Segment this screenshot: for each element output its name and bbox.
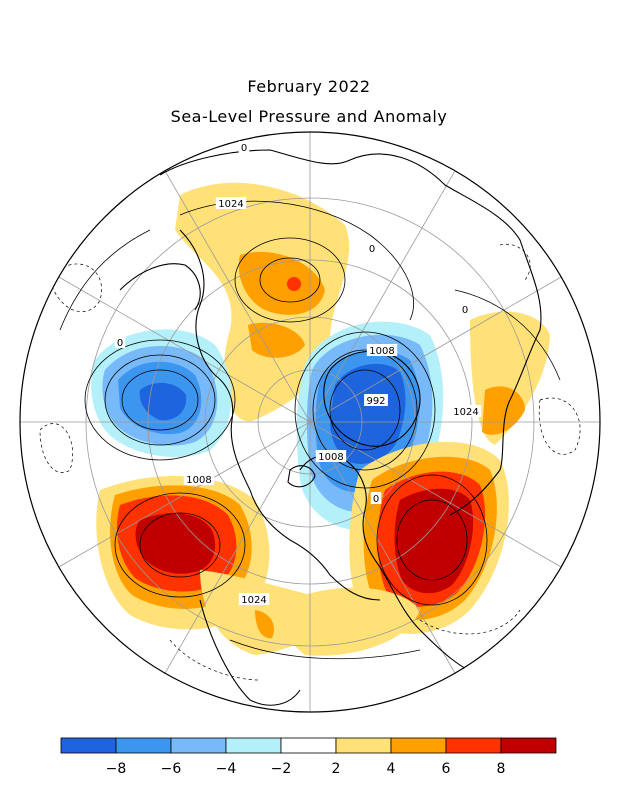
contour-label-background — [183, 473, 215, 485]
legend-swatch — [115, 737, 172, 754]
legend-tick-label: −2 — [271, 761, 292, 777]
contour-label: 1008 — [186, 475, 211, 486]
contour-label-background — [366, 242, 378, 254]
contour-label: 1008 — [318, 452, 343, 463]
arctic-islands — [287, 465, 316, 488]
contour-label-background — [459, 303, 471, 315]
europe-coast — [249, 489, 381, 601]
legend-tick-label: −8 — [106, 761, 127, 777]
contour-label: 1008 — [369, 346, 394, 357]
contour-label-background — [364, 394, 388, 406]
legend-tick-label: 8 — [497, 761, 506, 777]
contour-label-group: 1024 0 0 1008 992 1008 1024 1008 1024 0 0 0 — [114, 141, 482, 606]
map-title: February 2022 — [247, 77, 371, 96]
anomaly-positive-asia-peak — [135, 513, 216, 574]
contour-label-background — [370, 492, 382, 504]
legend-tick-label: −4 — [216, 761, 237, 777]
contour-label: 0 — [369, 244, 375, 255]
contour-label-background — [114, 336, 126, 348]
meridian-line — [309, 170, 456, 423]
contour-label-background — [238, 593, 270, 605]
pressure-contours-dashed — [39, 243, 581, 681]
anomaly-positive-america-peak — [394, 488, 474, 594]
meridian-line — [309, 276, 562, 423]
legend-swatch — [445, 737, 502, 754]
contour-label: 1024 — [218, 199, 243, 210]
contour-label: 0 — [241, 143, 247, 154]
anomaly-negative-arctic-peak — [330, 363, 406, 465]
legend-swatch — [60, 737, 117, 754]
legend-tick-label: −6 — [161, 761, 182, 777]
meridian-line — [58, 421, 311, 568]
legend-swatch — [170, 737, 227, 754]
contour-label-background — [215, 197, 247, 209]
anomaly-negative-pacific-peak — [139, 382, 187, 421]
contour-label-background — [315, 450, 347, 462]
meridian-line — [309, 421, 562, 568]
anomaly-positive-west — [285, 587, 420, 656]
contour-label-background — [238, 141, 250, 153]
africa-coast — [199, 599, 301, 706]
anomaly-positive-arctic-strip — [248, 322, 305, 358]
meridian-line — [309, 421, 456, 674]
legend-tick-label: 6 — [442, 761, 451, 777]
legend-tick-label: 2 — [332, 761, 341, 777]
contour-label: 0 — [373, 494, 379, 505]
anomaly-positive-siberia-peak — [287, 277, 301, 291]
contour-label: 992 — [366, 396, 385, 407]
map-subtitle: Sea-Level Pressure and Anomaly — [170, 107, 448, 126]
contour-label: 1024 — [241, 595, 266, 606]
legend-swatch — [390, 737, 447, 754]
contour-label: 0 — [462, 305, 468, 316]
contour-label: 1024 — [453, 407, 478, 418]
legend-swatch — [335, 737, 392, 754]
longitude-lines — [20, 132, 600, 712]
contour-label-background — [450, 405, 482, 417]
map-boundary — [19, 131, 601, 713]
eurasia-coast — [159, 149, 542, 516]
contour-label-background — [366, 344, 398, 356]
legend-swatch — [500, 737, 557, 754]
legend-swatch — [280, 737, 337, 754]
alaska-coast — [119, 263, 201, 311]
legend-tick-label: 4 — [387, 761, 396, 777]
anomaly-positive-south — [255, 610, 275, 639]
siberia-coast — [179, 229, 251, 491]
meridian-line — [58, 276, 311, 423]
legend-swatch — [225, 737, 282, 754]
anomaly-positive-east-strip-mid — [482, 386, 525, 435]
contour-label: 0 — [117, 338, 123, 349]
meridian-line — [164, 421, 311, 674]
meridian-line — [164, 170, 311, 423]
